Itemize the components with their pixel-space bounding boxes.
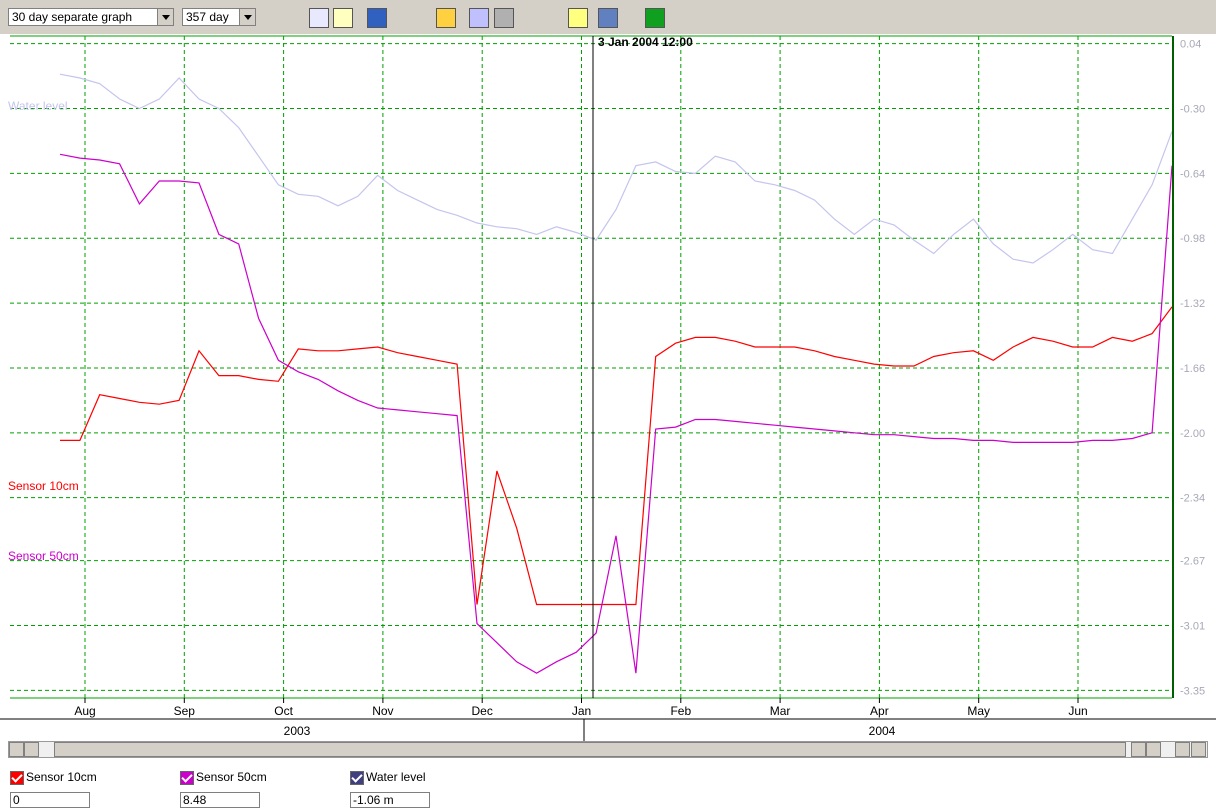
year-label: 2003 xyxy=(284,724,311,738)
series-label: Water level xyxy=(8,99,68,113)
x-tick-label: Dec xyxy=(472,704,493,718)
zoom-out[interactable] xyxy=(1191,742,1206,757)
toolbar-button[interactable] xyxy=(645,8,665,28)
y-tick-label: -3.01 xyxy=(1180,621,1205,633)
toolbar-button[interactable] xyxy=(494,8,514,28)
scroll-next[interactable] xyxy=(1131,742,1146,757)
series-line xyxy=(59,73,1173,264)
toolbar-button[interactable] xyxy=(436,8,456,28)
y-tick-label: -0.98 xyxy=(1180,233,1205,245)
series-label: Sensor 50cm xyxy=(8,549,79,563)
legend-text: Water level xyxy=(366,770,426,784)
period-select[interactable]: 357 day xyxy=(182,8,256,26)
series-line xyxy=(59,153,1173,674)
readout-field[interactable]: -1.06 m xyxy=(350,792,430,808)
legend-checkbox[interactable] xyxy=(180,771,194,785)
y-tick-label: -1.32 xyxy=(1180,298,1205,310)
labels: 0.04 -0.30 -0.64 -0.98 -1.32 -1.66 -2.00 -2.34 -… xyxy=(8,39,1205,738)
grid xyxy=(10,36,1172,698)
readout-field[interactable]: 8.48 xyxy=(180,792,260,808)
toolbar-button[interactable] xyxy=(367,8,387,28)
view-select-text: 30 day separate graph xyxy=(12,10,133,24)
x-tick-label: May xyxy=(967,704,990,718)
scroll-first[interactable] xyxy=(9,742,24,757)
x-tick-label: Sep xyxy=(174,704,196,718)
legend-text: Sensor 50cm xyxy=(196,770,267,784)
toolbar-button[interactable] xyxy=(333,8,353,28)
y-tick-label: -1.66 xyxy=(1180,363,1205,375)
legend-checkbox[interactable] xyxy=(350,771,364,785)
legend-text: Sensor 10cm xyxy=(26,770,97,784)
y-tick-label: -2.00 xyxy=(1180,428,1205,440)
x-tick-label: Jan xyxy=(572,704,591,718)
cursor-label: 3 Jan 2004 12:00 xyxy=(598,35,693,49)
period-select-text: 357 day xyxy=(186,10,229,24)
x-tick-label: Mar xyxy=(770,704,791,718)
chart: 3 Jan 2004 12:00 0.04 -0.30 -0.64 -0.98 -1.3… xyxy=(0,34,1216,741)
toolbar-button[interactable] xyxy=(309,8,329,28)
toolbar: 30 day separate graph 357 day xyxy=(0,0,1216,34)
toolbar-button[interactable] xyxy=(598,8,618,28)
y-tick-label: 0.04 xyxy=(1180,39,1201,51)
y-tick-label: -0.64 xyxy=(1180,168,1205,180)
toolbar-button[interactable] xyxy=(568,8,588,28)
scroll-thumb[interactable] xyxy=(54,742,1126,757)
scroll-last[interactable] xyxy=(1146,742,1161,757)
series-lines xyxy=(59,73,1173,674)
x-tick-label: Feb xyxy=(670,704,691,718)
x-tick-label: Jun xyxy=(1068,704,1087,718)
series-line xyxy=(60,306,1173,606)
scrollbar[interactable] xyxy=(8,741,1208,758)
zoom-in[interactable] xyxy=(1175,742,1190,757)
y-tick-label: -2.34 xyxy=(1180,493,1205,505)
x-tick-label: Oct xyxy=(274,704,293,718)
x-tick-label: Aug xyxy=(74,704,95,718)
toolbar-button[interactable] xyxy=(469,8,489,28)
y-tick-label: -2.67 xyxy=(1180,556,1205,568)
readout-field[interactable]: 0 xyxy=(10,792,90,808)
legend-checkbox[interactable] xyxy=(10,771,24,785)
view-select[interactable]: 30 day separate graph xyxy=(8,8,174,26)
scroll-prev[interactable] xyxy=(24,742,39,757)
x-tick-label: Apr xyxy=(870,704,889,718)
year-label: 2004 xyxy=(869,724,896,738)
y-tick-label: -3.35 xyxy=(1180,685,1205,697)
x-tick-label: Nov xyxy=(372,704,393,718)
y-tick-label: -0.30 xyxy=(1180,103,1205,115)
plot-background xyxy=(0,34,1216,741)
series-label: Sensor 10cm xyxy=(8,479,79,493)
